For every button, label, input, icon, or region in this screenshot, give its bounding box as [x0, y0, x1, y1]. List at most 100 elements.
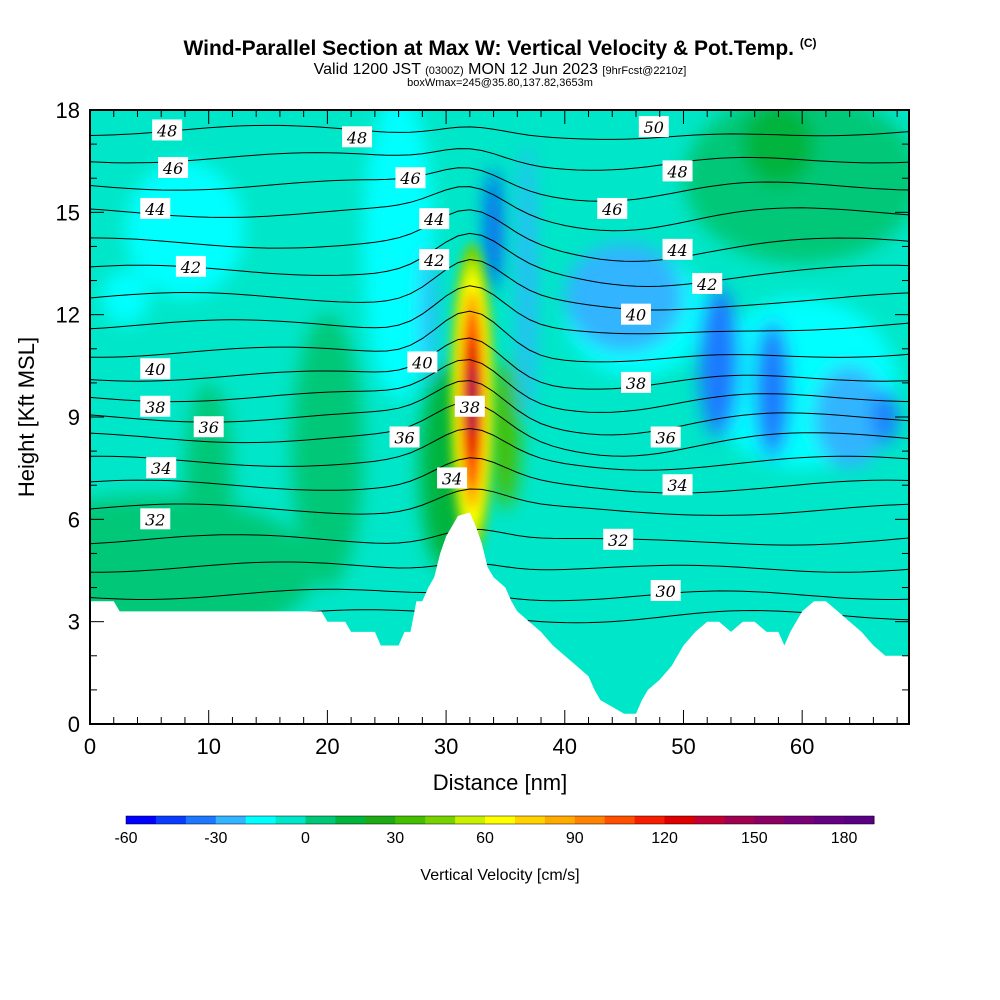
- contour-label-text: 44: [144, 200, 165, 219]
- contour-label: 46: [158, 156, 189, 178]
- chart-subtitle-2: boxWmax=245@35.80,137.82,3653m: [407, 77, 593, 89]
- x-tick-label: 60: [790, 734, 814, 759]
- theta-contour-line: [90, 401, 909, 457]
- colorbar-tick-label: 0: [301, 830, 310, 847]
- x-tick-label: 50: [671, 734, 695, 759]
- colorbar-swatch: [574, 816, 606, 824]
- y-tick-label: 18: [56, 98, 80, 123]
- colorbar-swatch: [544, 816, 576, 824]
- colorbar-swatch: [275, 816, 307, 824]
- colorbar-swatch: [245, 816, 277, 824]
- contour-label: 36: [193, 416, 224, 438]
- colorbar-swatch: [485, 816, 516, 824]
- contour-label: 40: [140, 358, 171, 380]
- velocity-region: [814, 365, 886, 469]
- contour-label-text: 36: [199, 418, 219, 437]
- chart-title-text: Wind-Parallel Section at Max W: Vertical…: [183, 37, 794, 60]
- contour-label: 48: [342, 126, 373, 147]
- colorbar-swatch: [844, 816, 875, 824]
- colorbar-swatch: [694, 816, 725, 824]
- contour-label: 32: [603, 528, 634, 550]
- theta-contour-line: [90, 167, 909, 202]
- theta-contour-line: [90, 457, 909, 494]
- colorbar-swatch: [215, 816, 247, 824]
- colorbar-title: Vertical Velocity [cm/s]: [420, 867, 579, 884]
- contour-label: 44: [662, 238, 693, 260]
- contour-label-text: 38: [626, 374, 646, 393]
- chart-title-mark: (C): [799, 36, 817, 50]
- subtitle-date: MON 12 Jun 2023: [468, 61, 598, 78]
- contour-label-text: 48: [156, 121, 177, 140]
- y-tick-label: 15: [56, 200, 80, 225]
- theta-contour-line: [90, 561, 909, 573]
- colorbar-swatch: [395, 816, 426, 824]
- contour-label-text: 42: [180, 258, 201, 277]
- velocity-region: [683, 110, 909, 264]
- colorbar-swatch: [365, 816, 396, 824]
- contour-label: 32: [140, 508, 171, 530]
- velocity-region: [754, 321, 791, 458]
- contour-label: 38: [621, 371, 651, 393]
- colorbar-swatch: [634, 816, 666, 824]
- colorbar-swatch: [305, 816, 336, 824]
- contour-label: 46: [597, 197, 628, 219]
- colorbar-swatch: [185, 816, 217, 824]
- colorbar-tick-label: 120: [651, 830, 678, 847]
- contour-label: 34: [437, 467, 468, 489]
- chart-title: Wind-Parallel Section at Max W: Vertical…: [0, 36, 1000, 61]
- contour-label-text: 34: [667, 476, 687, 495]
- x-tick-label: 20: [315, 734, 339, 759]
- velocity-region: [101, 270, 150, 325]
- colorbar-tick-label: 180: [831, 830, 858, 847]
- velocity-region: [291, 314, 363, 588]
- y-tick-label: 12: [56, 303, 80, 328]
- contour-label-text: 40: [144, 360, 165, 379]
- colorbar-swatch: [604, 816, 636, 824]
- x-tick-label: 40: [553, 734, 577, 759]
- theta-contour-line: [90, 427, 909, 471]
- contour-label: 44: [419, 208, 450, 230]
- subtitle-valid: Valid 1200 JST: [313, 61, 421, 78]
- theta-contour-line: [90, 232, 909, 288]
- theta-contour-line: [90, 380, 909, 436]
- colorbar-frame: [125, 815, 875, 825]
- contour-label-text: 34: [442, 469, 462, 488]
- contour-label-text: 46: [601, 200, 622, 219]
- contour-label: 38: [140, 395, 171, 417]
- velocity-region: [873, 389, 898, 445]
- subtitle-zulu: (0300Z): [425, 65, 464, 77]
- theta-contour-line: [90, 186, 909, 232]
- contour-label-text: 44: [666, 241, 687, 260]
- colorbar-swatch: [425, 816, 456, 824]
- contour-label-text: 46: [162, 159, 183, 178]
- contour-label-text: 40: [411, 353, 432, 372]
- theta-contour-line: [90, 528, 909, 546]
- contour-label: 42: [175, 255, 206, 277]
- contour-label: 40: [407, 351, 438, 373]
- contour-label-text: 42: [696, 275, 717, 294]
- contour-label: 50: [638, 116, 669, 138]
- colorbar-tick-label: 60: [476, 830, 494, 847]
- colorbar-tick-label: 30: [386, 830, 404, 847]
- theta-contour-line: [90, 310, 909, 363]
- contour-label-text: 38: [460, 398, 480, 417]
- velocity-region: [742, 110, 815, 186]
- contour-label-text: 40: [625, 306, 646, 325]
- velocity-region: [518, 144, 536, 418]
- y-tick-label: 0: [68, 712, 80, 737]
- colorbar-swatch: [455, 816, 486, 824]
- y-tick-label: 3: [68, 610, 80, 635]
- contour-label: 48: [662, 160, 693, 182]
- contour-label: 42: [419, 249, 450, 270]
- theta-contour-line: [90, 359, 909, 413]
- contour-label-text: 48: [346, 128, 367, 147]
- y-axis-title: Height [Kft MSL]: [14, 337, 39, 497]
- velocity-region: [125, 161, 245, 298]
- colorbar-swatch: [664, 816, 695, 824]
- contour-label: 46: [395, 167, 426, 189]
- y-tick-label: 6: [68, 507, 80, 532]
- colorbar-swatch: [754, 816, 785, 824]
- colorbar-swatch: [155, 816, 187, 824]
- contour-label-text: 36: [655, 428, 675, 447]
